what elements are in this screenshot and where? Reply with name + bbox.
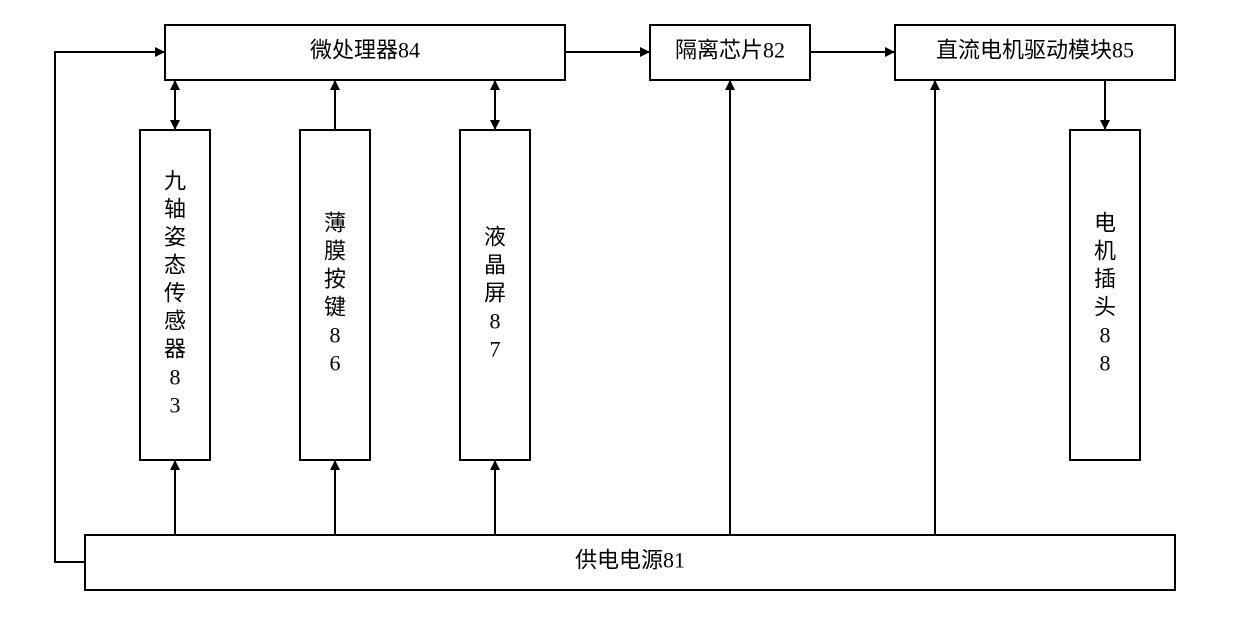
node-n87: 液晶屏87 (460, 130, 530, 460)
node-n83: 九轴姿态传感器83 (140, 130, 210, 460)
node-n86: 薄膜按键86 (300, 130, 370, 460)
node-label: 微处理器84 (310, 38, 420, 63)
node-n82: 隔离芯片82 (650, 25, 810, 80)
node-label: 供电电源81 (575, 548, 685, 573)
node-n81: 供电电源81 (85, 535, 1175, 590)
node-n84: 微处理器84 (165, 25, 565, 80)
node-label: 隔离芯片82 (675, 38, 785, 63)
node-n85: 直流电机驱动模块85 (895, 25, 1175, 80)
node-label: 直流电机驱动模块85 (936, 38, 1134, 63)
node-n88: 电机插头88 (1070, 130, 1140, 460)
block-diagram: 微处理器84 隔离芯片82 直流电机驱动模块85 九轴姿态传感器83 薄膜按键86 液晶屏… (0, 0, 1240, 634)
